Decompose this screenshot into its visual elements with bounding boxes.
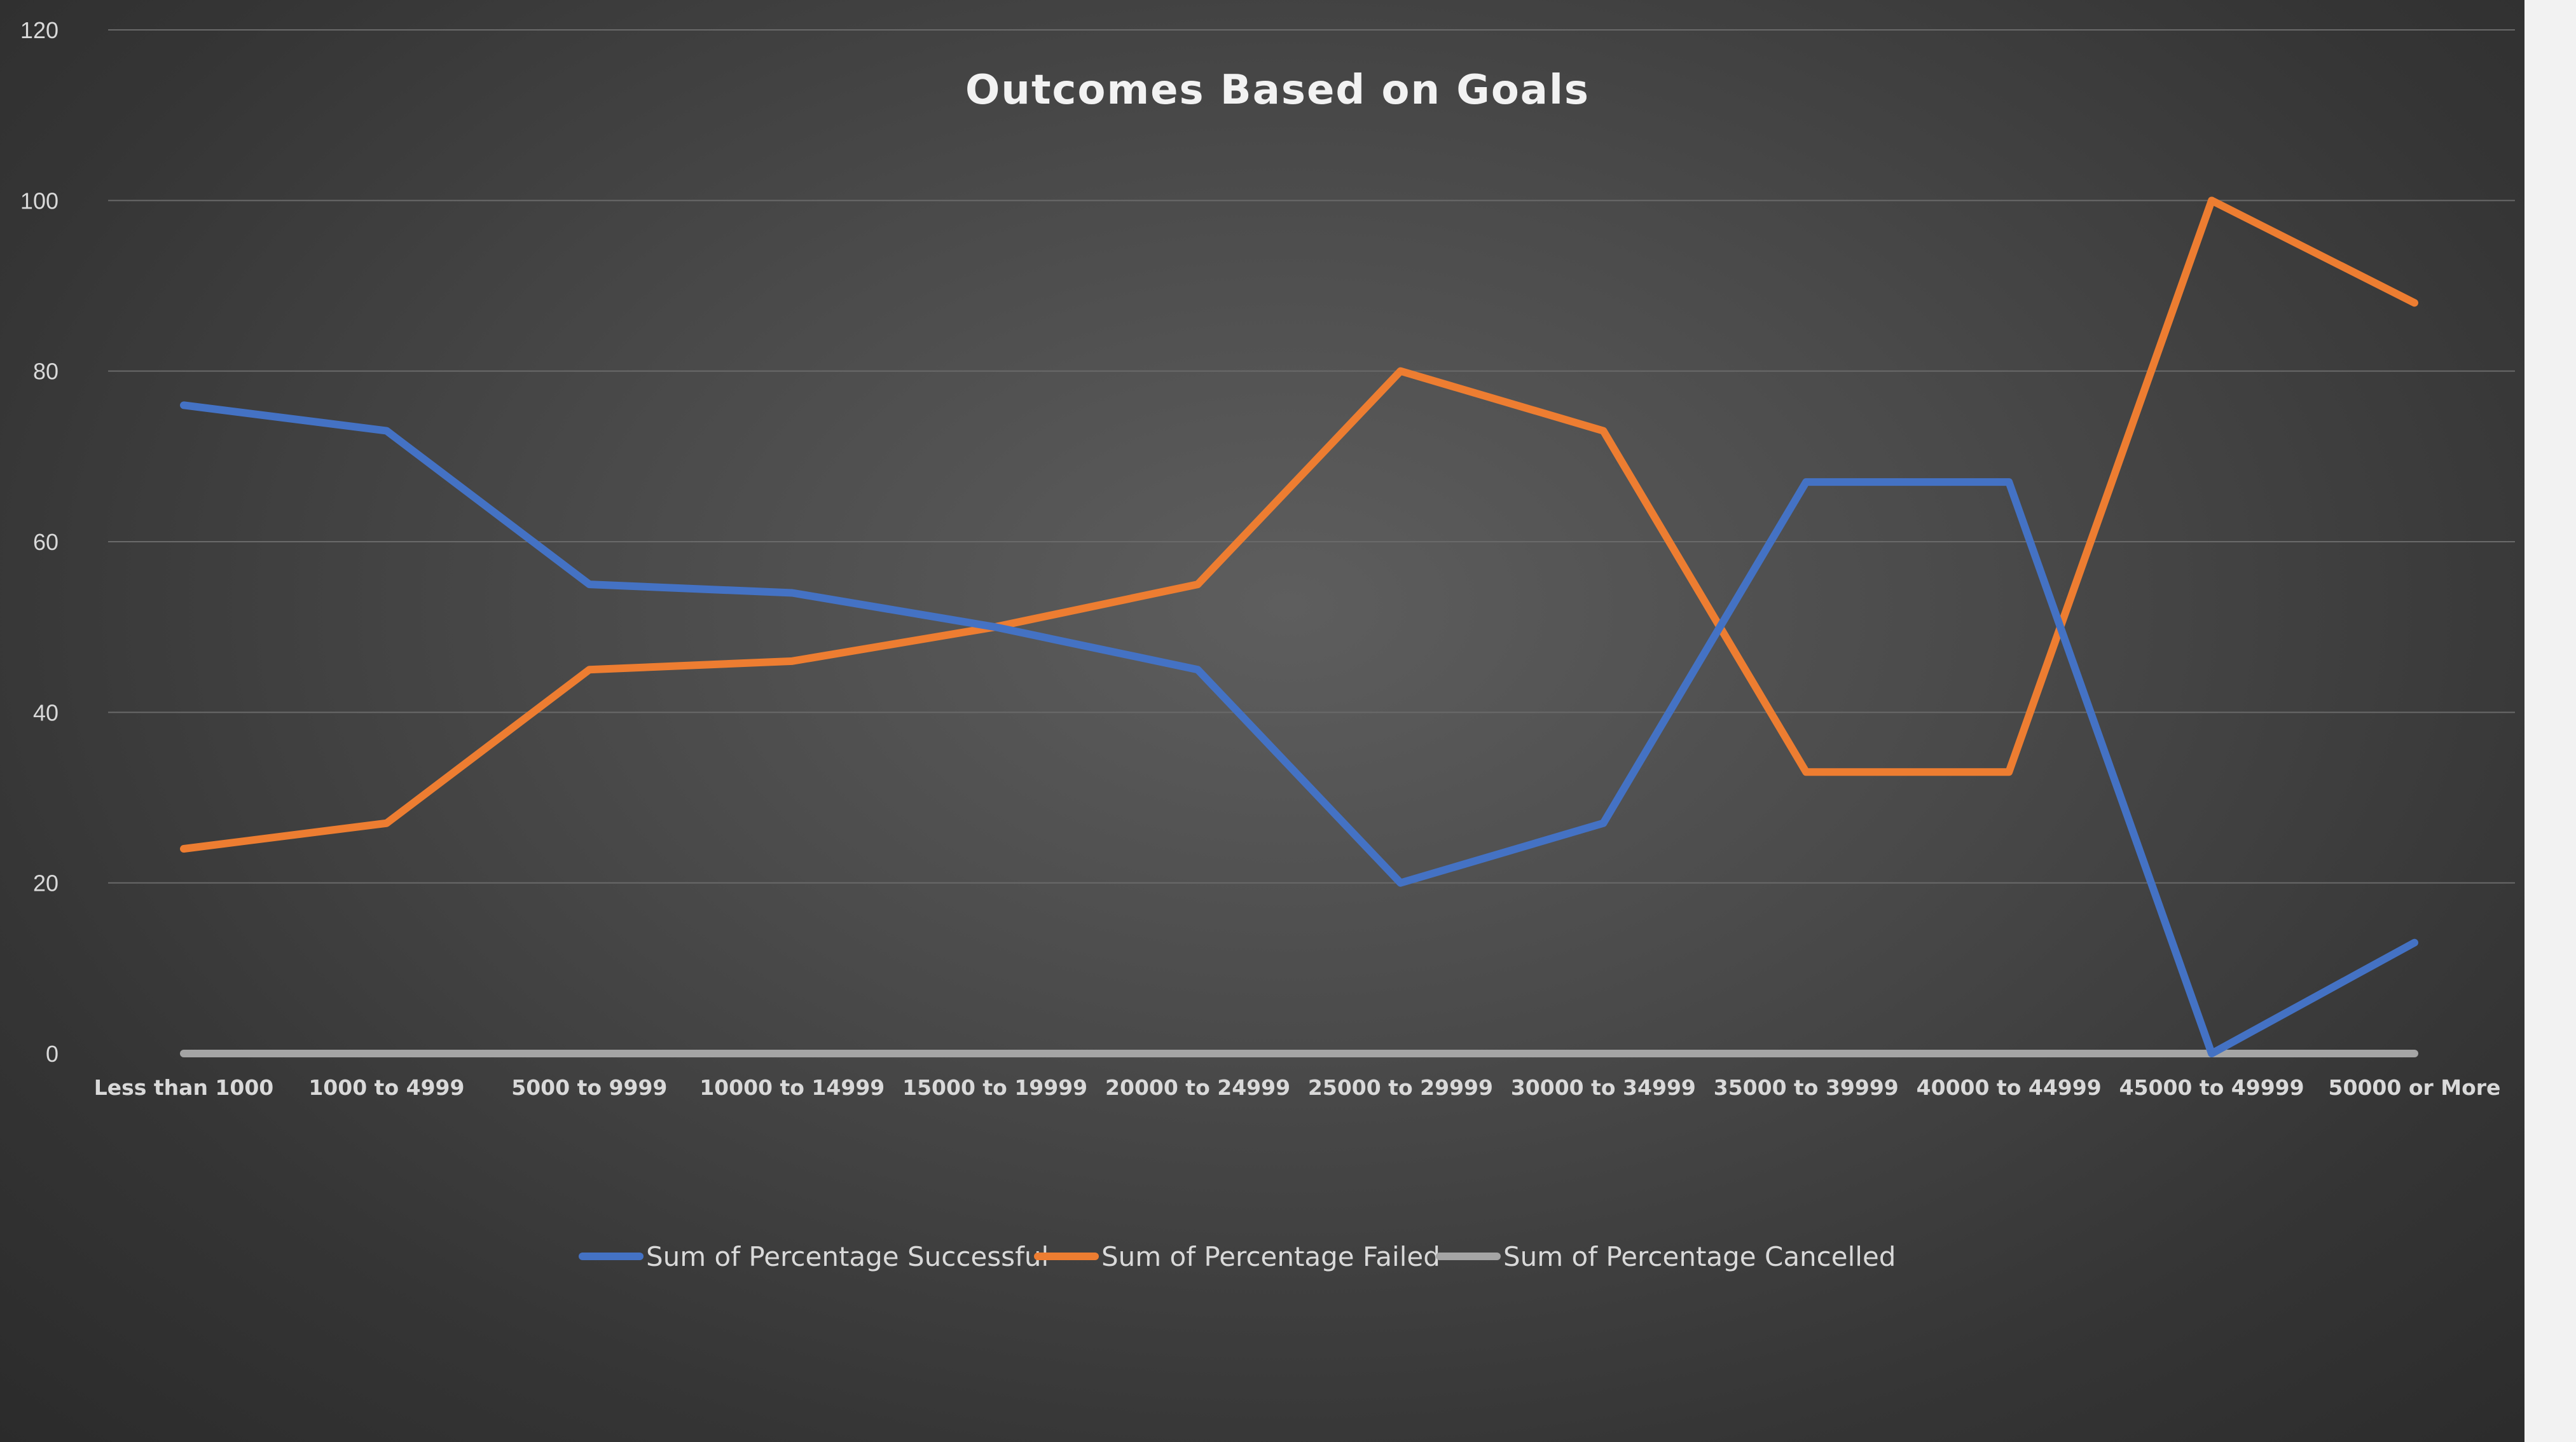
x-tick-label: 1000 to 4999 bbox=[308, 1075, 464, 1100]
chart-title: Outcomes Based on Goals bbox=[965, 67, 1590, 114]
gridlines bbox=[108, 29, 2515, 884]
x-tick-label: 25000 to 29999 bbox=[1308, 1075, 1493, 1100]
right-edge bbox=[2524, 0, 2576, 1442]
x-tick-label: Less than 1000 bbox=[94, 1075, 274, 1100]
series-line bbox=[180, 401, 2418, 1057]
x-tick-label: 40000 to 44999 bbox=[1917, 1075, 2102, 1100]
y-tick-label: 60 bbox=[33, 529, 59, 555]
y-axis-ticks: 0 20 40 60 80 100 120 bbox=[20, 17, 59, 1067]
x-tick-label: 50000 or More bbox=[2329, 1075, 2501, 1100]
legend-label: Sum of Percentage Failed bbox=[1101, 1241, 1440, 1272]
x-tick-label: 45000 to 49999 bbox=[2119, 1075, 2304, 1100]
y-tick-label: 20 bbox=[33, 870, 59, 896]
series-line bbox=[180, 196, 2418, 853]
x-tick-label: 15000 to 19999 bbox=[902, 1075, 1087, 1100]
y-tick-label: 120 bbox=[20, 17, 59, 43]
y-tick-label: 40 bbox=[33, 699, 59, 725]
legend-label: Sum of Percentage Cancelled bbox=[1503, 1241, 1896, 1272]
x-tick-label: 20000 to 24999 bbox=[1105, 1075, 1290, 1100]
x-axis-ticks: Less than 1000 1000 to 4999 5000 to 9999 10… bbox=[94, 1075, 2501, 1100]
x-tick-label: 35000 to 39999 bbox=[1714, 1075, 1899, 1100]
series-lines bbox=[180, 196, 2418, 1057]
y-tick-label: 80 bbox=[33, 359, 59, 385]
y-tick-label: 100 bbox=[20, 188, 59, 214]
x-tick-label: 30000 to 34999 bbox=[1511, 1075, 1696, 1100]
x-tick-label: 5000 to 9999 bbox=[511, 1075, 667, 1100]
x-tick-label: 10000 to 14999 bbox=[699, 1075, 885, 1100]
y-tick-label: 0 bbox=[46, 1041, 59, 1067]
legend: Sum of Percentage Successful Sum of Perce… bbox=[579, 1241, 1896, 1272]
legend-label: Sum of Percentage Successful bbox=[646, 1241, 1049, 1272]
